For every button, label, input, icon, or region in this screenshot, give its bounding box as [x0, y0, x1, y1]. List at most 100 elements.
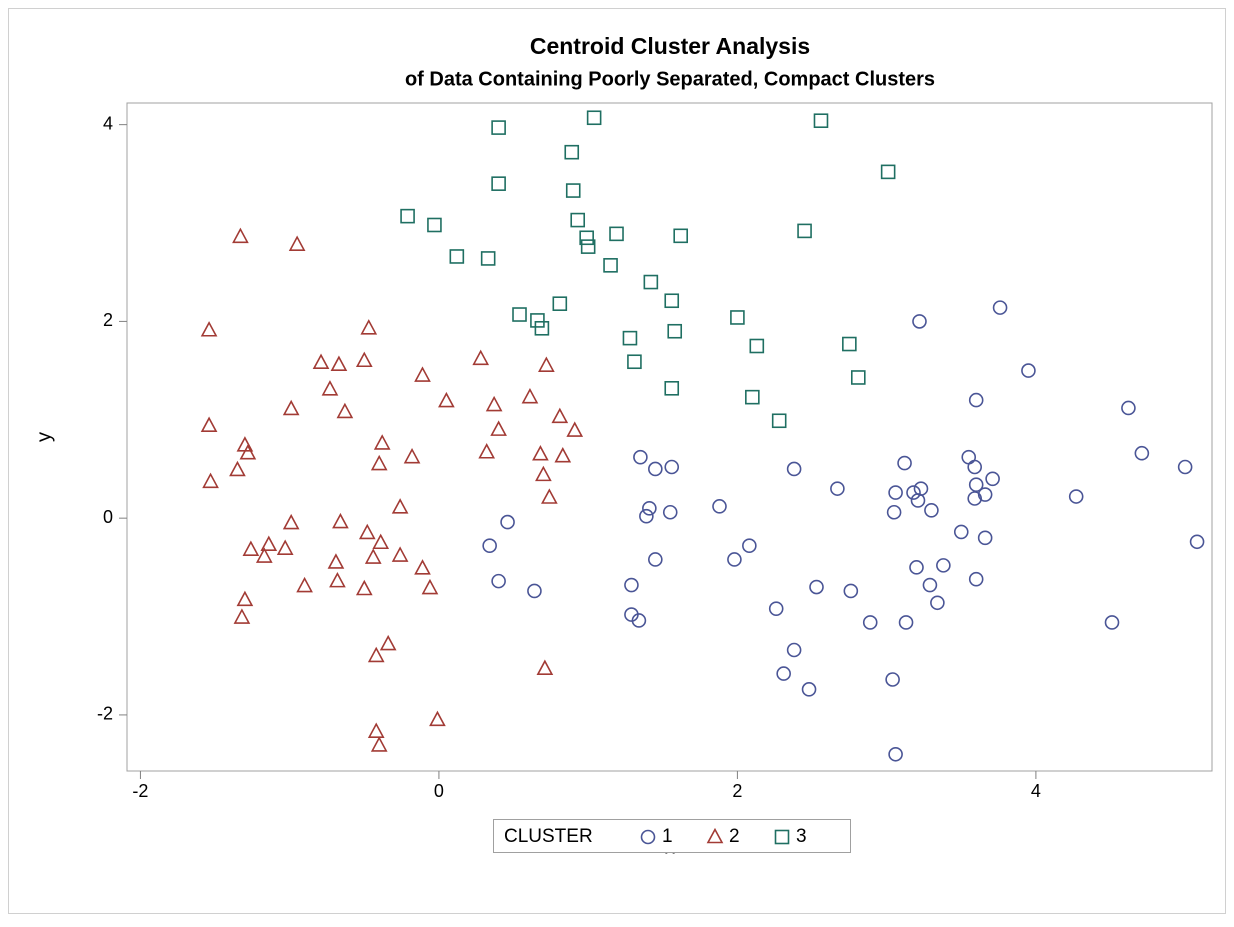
point [992, 300, 1008, 315]
point [664, 459, 680, 475]
point [579, 230, 594, 246]
point [296, 576, 313, 593]
point [355, 351, 373, 368]
point [968, 571, 984, 587]
point [491, 176, 506, 191]
point [786, 642, 802, 658]
legend-label: 2 [729, 826, 740, 847]
point [358, 523, 376, 540]
point [968, 477, 984, 493]
point [639, 508, 654, 524]
point [745, 389, 760, 405]
point [332, 512, 349, 529]
point [1177, 459, 1193, 475]
point [1189, 534, 1205, 550]
point [554, 446, 572, 463]
point [624, 577, 639, 593]
chart-title: Centroid Cluster Analysis [530, 33, 810, 59]
point [229, 460, 246, 477]
point [842, 336, 857, 352]
point [936, 558, 951, 573]
point [239, 444, 257, 460]
point [551, 407, 569, 424]
point [771, 413, 787, 429]
point [786, 461, 802, 477]
y-tick-label: 2 [103, 310, 113, 330]
y-axis-label: y [33, 432, 55, 442]
point [1021, 363, 1036, 378]
point [886, 504, 902, 520]
point [236, 590, 254, 607]
point [512, 307, 527, 322]
point [500, 514, 515, 530]
legend-marker [774, 829, 790, 845]
point [930, 595, 945, 611]
point [1104, 615, 1120, 630]
point [897, 455, 912, 471]
legend-box [493, 819, 851, 853]
point [530, 313, 545, 328]
point [850, 370, 866, 385]
point [880, 164, 896, 180]
point [534, 320, 550, 336]
point [364, 548, 382, 564]
point [200, 416, 218, 432]
point [603, 258, 618, 273]
point [472, 349, 490, 366]
point [643, 274, 659, 290]
point [532, 445, 549, 461]
point [260, 535, 278, 552]
point [564, 144, 580, 160]
point [233, 608, 251, 624]
point [586, 110, 602, 126]
point [312, 353, 330, 370]
point [673, 228, 688, 244]
point [355, 579, 373, 596]
point [255, 547, 273, 563]
point [985, 471, 1000, 487]
point [202, 472, 219, 489]
point [491, 573, 506, 589]
point [541, 488, 558, 504]
point [480, 251, 496, 266]
point [282, 513, 300, 530]
point [379, 634, 397, 651]
x-tick-label: -2 [132, 781, 148, 801]
point [367, 722, 385, 738]
point [232, 227, 249, 244]
point [712, 499, 727, 514]
point [400, 208, 415, 224]
plot-frame [126, 102, 1213, 772]
point [664, 293, 680, 309]
point [478, 443, 496, 459]
point [391, 546, 409, 562]
point [776, 666, 791, 681]
point [360, 319, 378, 335]
point [565, 183, 581, 198]
point [912, 314, 927, 329]
point [801, 682, 817, 697]
legend-label: 3 [796, 826, 807, 847]
point [633, 449, 648, 465]
point [521, 387, 539, 404]
point [906, 485, 921, 500]
legend-label: 1 [662, 826, 673, 847]
point [336, 402, 354, 419]
point [421, 578, 439, 595]
point [909, 560, 924, 575]
point [288, 235, 306, 251]
point [1068, 489, 1084, 504]
point [403, 447, 421, 464]
point [813, 113, 829, 129]
y-tick-label: 0 [103, 507, 113, 527]
point [321, 380, 339, 396]
point [631, 613, 647, 628]
point [830, 481, 845, 496]
point [843, 583, 859, 599]
point [662, 504, 678, 520]
point [373, 434, 391, 450]
point [922, 577, 938, 593]
point [609, 226, 624, 242]
y-tick-label: 4 [103, 113, 113, 133]
point [910, 493, 926, 508]
